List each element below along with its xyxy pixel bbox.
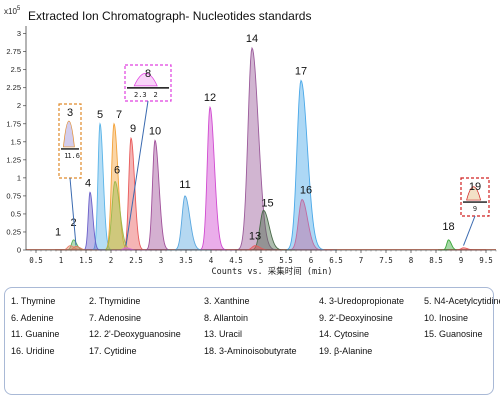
inset-arrow [125, 100, 149, 246]
inset-tick-label: 1 [64, 152, 68, 160]
peak-label-4: 4 [85, 177, 91, 189]
inset-tick-label: 9 [473, 205, 477, 213]
x-tick-label: 5 [259, 256, 264, 265]
legend-item: 9. 2'-Deoxyinosine [319, 312, 393, 323]
peak-label-14: 14 [246, 33, 258, 45]
y-tick-label: 1.5 [11, 137, 21, 146]
peak-10 [140, 139, 178, 251]
legend-item: 18. 3-Aminoisobutyrate [204, 345, 297, 356]
x-tick-label: 3 [159, 256, 164, 265]
x-tick-label: 6 [309, 256, 314, 265]
legend-item: 8. Allantoin [204, 312, 249, 323]
peak-label-8: 8 [145, 68, 151, 80]
legend-item: 13. Uracil [204, 329, 243, 339]
x-tick-label: 3.5 [179, 256, 193, 265]
peak-label-19: 19 [469, 181, 481, 193]
y-multiplier: x105 [4, 6, 21, 16]
peak-label-10: 10 [149, 125, 161, 137]
inset-peak-3: 311.6 [58, 103, 82, 246]
legend-item: 2. Thymidine [89, 296, 141, 306]
legend-item: 1. Thymine [11, 296, 56, 306]
x-tick-label: 9.5 [479, 256, 493, 265]
legend: 1. Thymine 2. Thymidine 3. Xanthine 4. 3-Ur… [4, 287, 500, 395]
legend-item: 16. Uridine [11, 345, 55, 356]
x-tick-label: 4.5 [229, 256, 243, 265]
inset-tick-label: 2 [154, 91, 158, 99]
y-tick-label: 2.75 [6, 47, 21, 56]
inset-tick-label: 2.3 [134, 91, 147, 99]
legend-item: 11. Guanine [11, 329, 60, 339]
y-tick-label: 0.25 [6, 227, 21, 236]
peak-label-18: 18 [442, 221, 454, 233]
y-tick-label: 0 [17, 246, 21, 255]
x-tick-label: 8.5 [429, 256, 443, 265]
y-tick-label: 2.25 [6, 83, 21, 92]
inset-peak-shape [466, 186, 482, 201]
peak-label-16: 16 [300, 185, 312, 197]
x-tick-label: 5.5 [279, 256, 293, 265]
peak-label-6: 6 [114, 164, 120, 176]
x-tick-label: 1 [59, 256, 64, 265]
y-tick-label: 2.5 [11, 65, 21, 74]
peak-14 [228, 46, 288, 251]
chromatogram-chart: x105 Extracted Ion Chromatograph- Nucleo… [4, 6, 497, 277]
legend-item: 17. Cytidine [89, 345, 137, 356]
inset-peak-shape [63, 120, 75, 148]
inset-peak-19: 19 9 [460, 177, 490, 246]
x-tick-label: 9 [459, 256, 464, 265]
peak-12 [193, 105, 235, 251]
y-tick-label: 1.75 [6, 119, 21, 128]
chart-title: Extracted Ion Chromatograph- Nucleotides… [28, 9, 311, 23]
legend-item: 14. Cytosine [319, 329, 370, 339]
peak-label-11: 11 [179, 179, 190, 191]
peak-label-13: 13 [249, 231, 261, 243]
peak-label-15: 15 [261, 197, 273, 209]
x-tick-label: 6.5 [329, 256, 343, 265]
y-tick-label: 0.5 [11, 209, 21, 218]
legend-item: 19. β-Alanine [319, 345, 373, 356]
x-tick-label: 1.5 [79, 256, 93, 265]
x-tick-label: 2 [109, 256, 114, 265]
inset-tick-label: 1.6 [67, 152, 80, 160]
peak-label-3: 3 [67, 107, 73, 119]
peak-18 [438, 239, 465, 251]
legend-item: 7. Adenosine [89, 312, 142, 323]
x-tick-label: 7 [359, 256, 364, 265]
inset-arrow [463, 215, 476, 246]
x-tick-label: 0.5 [29, 256, 43, 265]
peak-label-1: 1 [55, 227, 61, 239]
y-tick-label: 3 [17, 29, 21, 38]
inset-peak-shape [133, 72, 158, 87]
legend-item: 6. Adenine [11, 312, 54, 323]
x-tick-label: 4 [209, 256, 214, 265]
peak-label-9: 9 [130, 123, 136, 135]
legend-item: 10. Inosine [424, 312, 469, 323]
y-tick-label: 2 [17, 101, 21, 110]
peak-label-7: 7 [116, 109, 122, 121]
x-tick-label: 7.5 [379, 256, 393, 265]
legend-item: 12. 2'-Deoxyguanosine [89, 329, 181, 339]
x-tick-label: 8 [409, 256, 414, 265]
legend-item: 5. N4-Acetylcytidine [424, 296, 500, 306]
x-tick-label: 2.5 [129, 256, 143, 265]
inset-arrow [69, 177, 77, 246]
peak-label-5: 5 [97, 109, 103, 121]
legend-item [424, 346, 500, 363]
legend-item: 3. Xanthine [204, 296, 250, 306]
x-axis-label: Counts vs. 采集时间 (min) [212, 266, 333, 277]
peak-label-12: 12 [204, 92, 216, 104]
y-tick-label: 1.25 [6, 155, 21, 164]
legend-item: 4. 3-Uredopropionate [319, 296, 405, 306]
inset-peak-8: 82.3 2 [124, 64, 172, 246]
peak-label-17: 17 [295, 65, 307, 77]
legend-grid: 1. Thymine 2. Thymidine 3. Xanthine 4. 3-Ur… [11, 296, 500, 362]
legend-item: 15. Guanosine [424, 329, 483, 339]
y-tick-label: 1 [17, 173, 21, 182]
y-tick-label: 0.75 [6, 191, 21, 200]
